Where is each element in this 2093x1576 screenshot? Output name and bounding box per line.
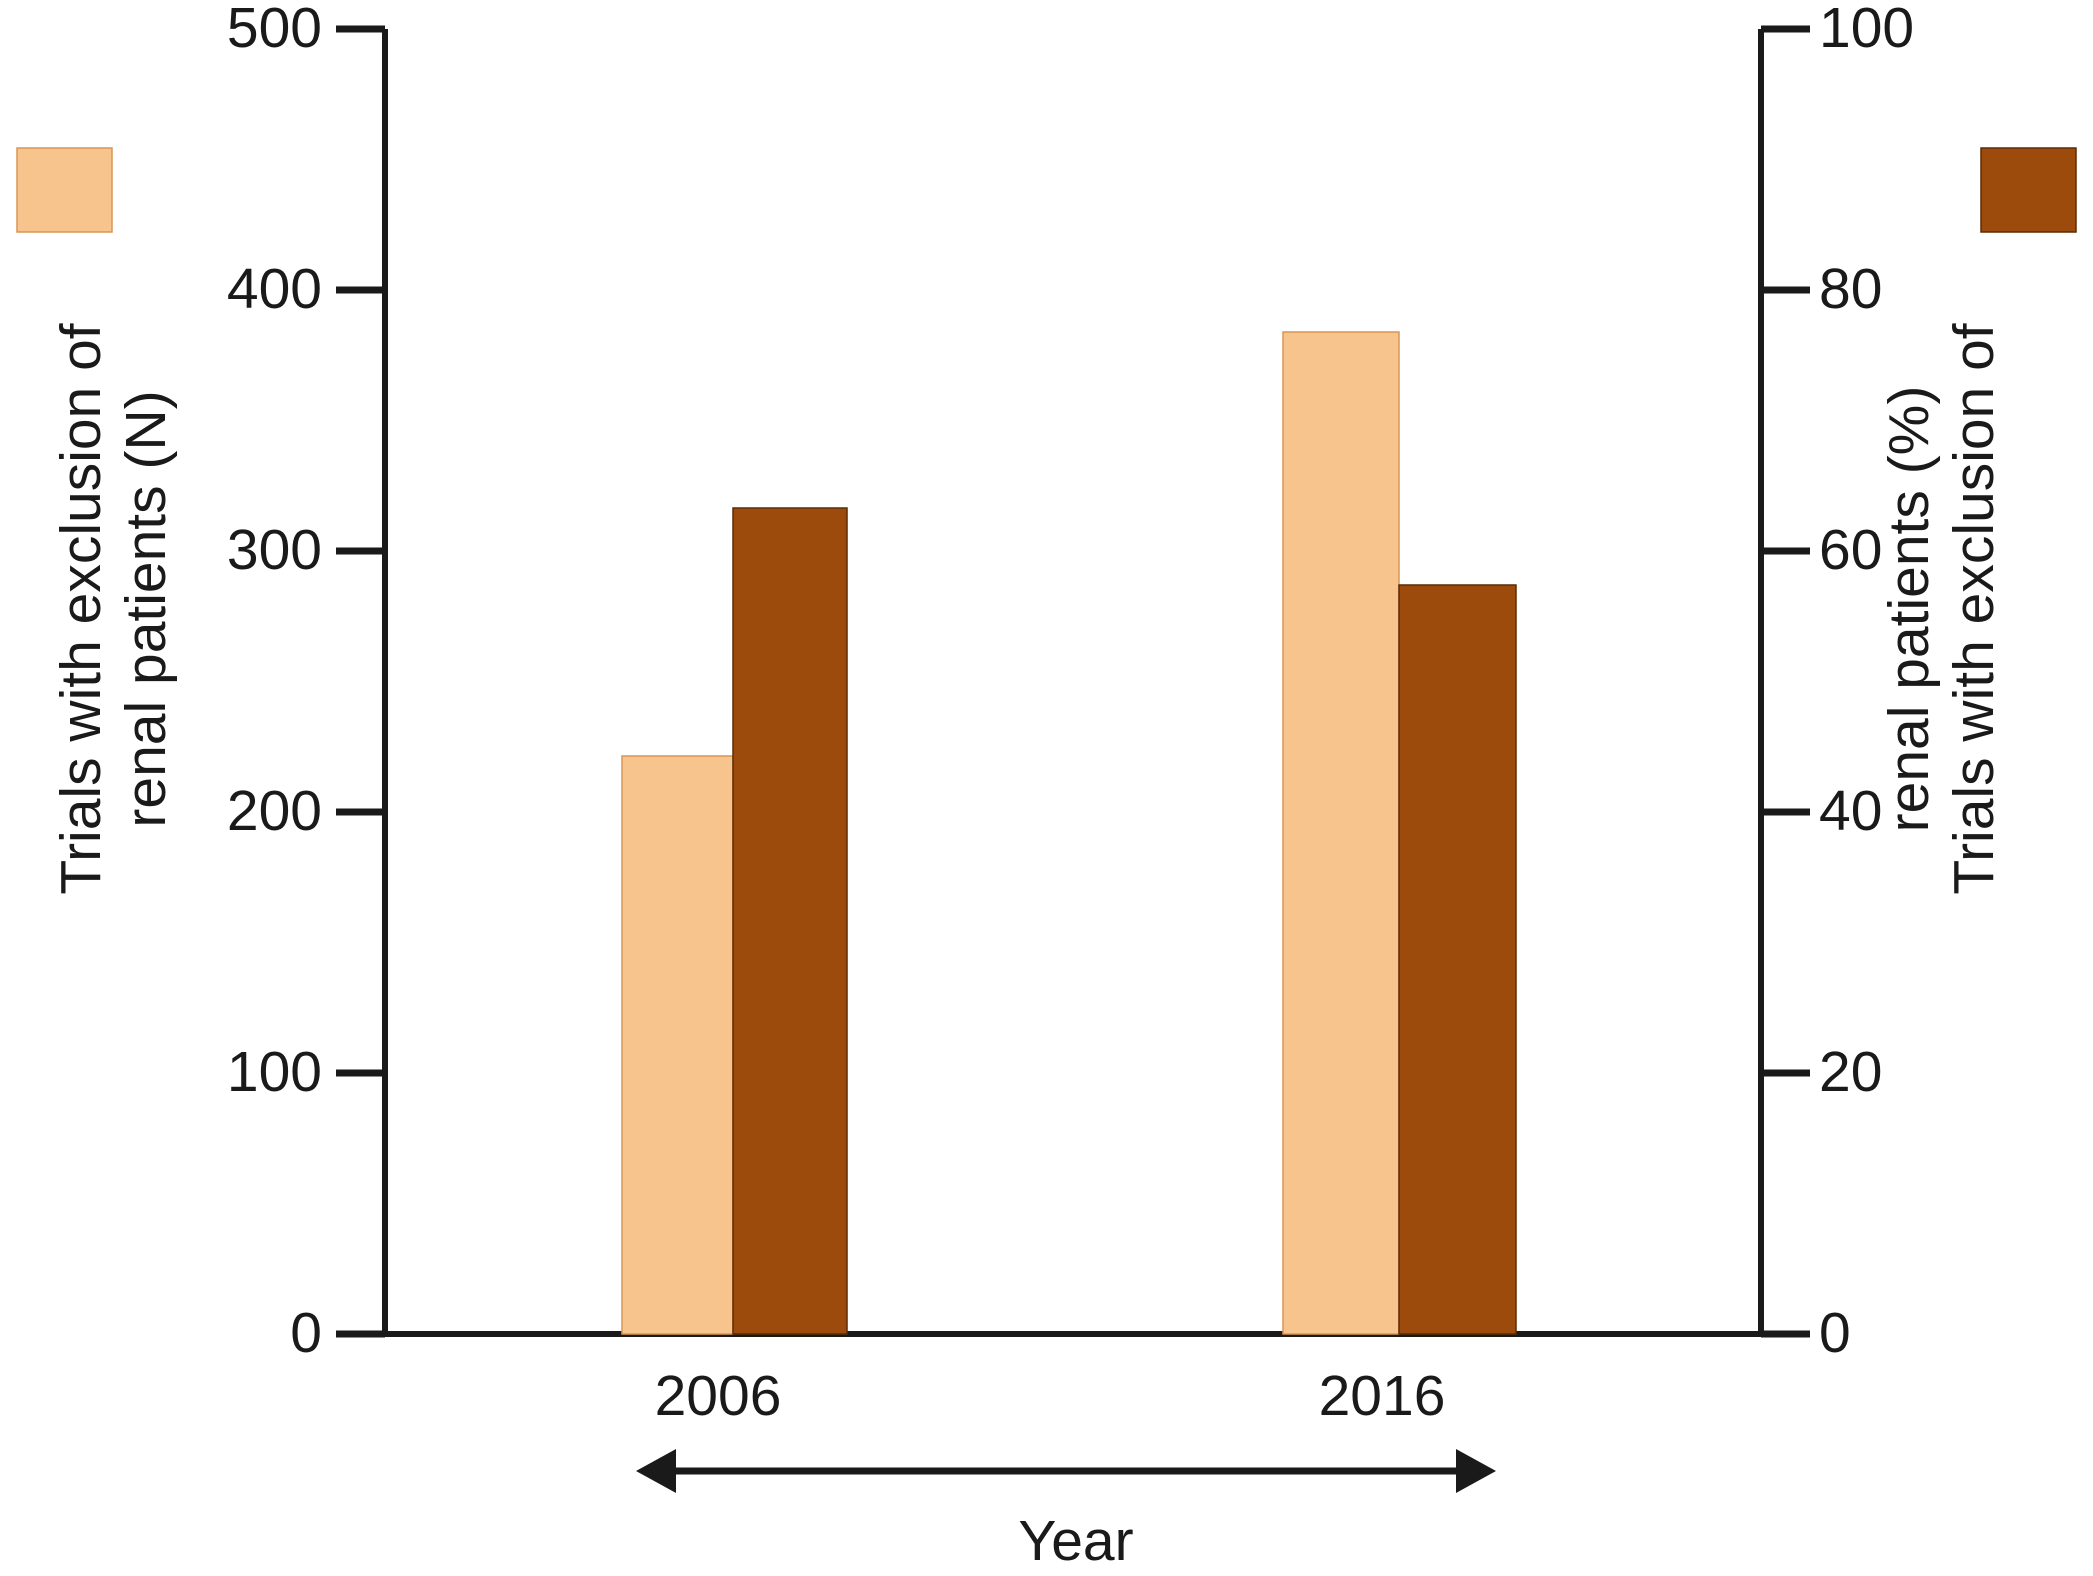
svg-text:renal patients (N): renal patients (N) xyxy=(114,390,178,827)
svg-text:0: 0 xyxy=(1819,1301,1851,1365)
svg-text:40: 40 xyxy=(1819,779,1882,843)
svg-text:0: 0 xyxy=(290,1301,322,1365)
svg-text:Trials with exclusion of: Trials with exclusion of xyxy=(1942,323,2006,894)
svg-text:2006: 2006 xyxy=(655,1364,782,1428)
svg-text:500: 500 xyxy=(227,0,322,60)
svg-text:renal patients (%): renal patients (%) xyxy=(1877,386,1941,833)
svg-text:Trials with exclusion of: Trials with exclusion of xyxy=(49,323,113,894)
svg-text:300: 300 xyxy=(227,518,322,582)
svg-text:400: 400 xyxy=(227,257,322,321)
svg-text:Year: Year xyxy=(1018,1509,1133,1573)
svg-text:100: 100 xyxy=(227,1040,322,1104)
svg-text:80: 80 xyxy=(1819,257,1882,321)
svg-text:100: 100 xyxy=(1819,0,1914,60)
svg-text:60: 60 xyxy=(1819,518,1882,582)
svg-text:20: 20 xyxy=(1819,1040,1882,1104)
svg-text:2016: 2016 xyxy=(1319,1364,1446,1428)
svg-text:200: 200 xyxy=(227,779,322,843)
